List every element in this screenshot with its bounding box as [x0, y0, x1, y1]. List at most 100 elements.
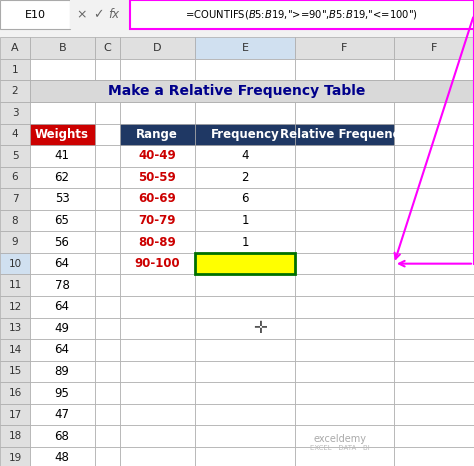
- Bar: [295, 123, 394, 145]
- Bar: [295, 188, 394, 210]
- Bar: [95, 382, 120, 404]
- Bar: [295, 382, 394, 404]
- Text: 1: 1: [12, 65, 18, 75]
- Text: 15: 15: [9, 366, 22, 377]
- Bar: [195, 102, 295, 123]
- Bar: [120, 59, 195, 80]
- Bar: [95, 210, 120, 231]
- Bar: [0, 167, 30, 188]
- Bar: [120, 361, 195, 382]
- Bar: [295, 167, 394, 188]
- Bar: [394, 167, 474, 188]
- Bar: [95, 59, 120, 80]
- Bar: [195, 447, 295, 466]
- Bar: [195, 123, 295, 145]
- Bar: [195, 59, 295, 80]
- Bar: [30, 210, 95, 231]
- Bar: [120, 123, 195, 145]
- Text: E: E: [241, 43, 248, 53]
- Bar: [394, 253, 474, 274]
- Text: 70-79: 70-79: [138, 214, 176, 227]
- Bar: [295, 231, 394, 253]
- Bar: [120, 382, 195, 404]
- Text: 56: 56: [55, 236, 69, 248]
- Bar: [120, 188, 195, 210]
- Text: 13: 13: [9, 323, 22, 333]
- Bar: [195, 339, 295, 361]
- Bar: [0, 37, 30, 59]
- Bar: [70, 0, 130, 29]
- Bar: [120, 274, 195, 296]
- Text: C: C: [104, 43, 111, 53]
- Bar: [394, 210, 474, 231]
- Bar: [95, 167, 120, 188]
- Bar: [30, 167, 95, 188]
- Text: 11: 11: [9, 280, 22, 290]
- Bar: [394, 339, 474, 361]
- Bar: [295, 339, 394, 361]
- Text: 50-59: 50-59: [138, 171, 176, 184]
- Text: 60-69: 60-69: [138, 192, 176, 206]
- Bar: [120, 253, 195, 274]
- Bar: [95, 425, 120, 447]
- Text: 89: 89: [55, 365, 69, 378]
- Bar: [30, 382, 95, 404]
- Bar: [30, 296, 95, 317]
- Bar: [95, 188, 120, 210]
- Bar: [0, 59, 30, 80]
- Bar: [30, 425, 95, 447]
- Bar: [95, 296, 120, 317]
- Bar: [30, 123, 95, 145]
- Bar: [394, 382, 474, 404]
- Bar: [95, 339, 120, 361]
- Text: 78: 78: [55, 279, 69, 292]
- Bar: [95, 37, 120, 59]
- Bar: [0, 361, 30, 382]
- Text: B: B: [59, 43, 66, 53]
- Text: 3: 3: [12, 108, 18, 118]
- Bar: [295, 274, 394, 296]
- Bar: [195, 361, 295, 382]
- Text: Make a Relative Frequency Table: Make a Relative Frequency Table: [109, 84, 365, 98]
- Text: 47: 47: [55, 408, 70, 421]
- Text: 64: 64: [55, 343, 70, 356]
- Text: 7: 7: [12, 194, 18, 204]
- Bar: [295, 210, 394, 231]
- Bar: [0, 80, 30, 102]
- Bar: [120, 404, 195, 425]
- Bar: [30, 102, 95, 123]
- Bar: [295, 361, 394, 382]
- Bar: [30, 231, 95, 253]
- Bar: [295, 37, 394, 59]
- Text: 4: 4: [12, 129, 18, 139]
- Bar: [0, 231, 30, 253]
- Text: 4: 4: [241, 149, 249, 162]
- Bar: [295, 102, 394, 123]
- Text: ×: ×: [77, 8, 87, 21]
- Text: 1: 1: [241, 214, 249, 227]
- Bar: [30, 404, 95, 425]
- Text: 10: 10: [9, 259, 21, 269]
- Bar: [394, 274, 474, 296]
- Text: Frequency: Frequency: [210, 128, 279, 141]
- Text: 19: 19: [9, 453, 22, 463]
- Bar: [0, 274, 30, 296]
- Bar: [295, 80, 394, 102]
- Bar: [95, 80, 120, 102]
- Bar: [0, 0, 70, 29]
- Text: E10: E10: [25, 10, 46, 20]
- Text: Range: Range: [136, 128, 178, 141]
- Text: 12: 12: [9, 302, 22, 312]
- Bar: [95, 274, 120, 296]
- Bar: [130, 0, 474, 29]
- Text: 18: 18: [9, 431, 22, 441]
- Text: A: A: [11, 43, 19, 53]
- Text: fx: fx: [109, 8, 119, 21]
- Bar: [195, 188, 295, 210]
- Bar: [394, 231, 474, 253]
- Bar: [394, 123, 474, 145]
- Bar: [295, 447, 394, 466]
- Text: 68: 68: [55, 430, 69, 443]
- Bar: [195, 231, 295, 253]
- Text: 65: 65: [55, 214, 69, 227]
